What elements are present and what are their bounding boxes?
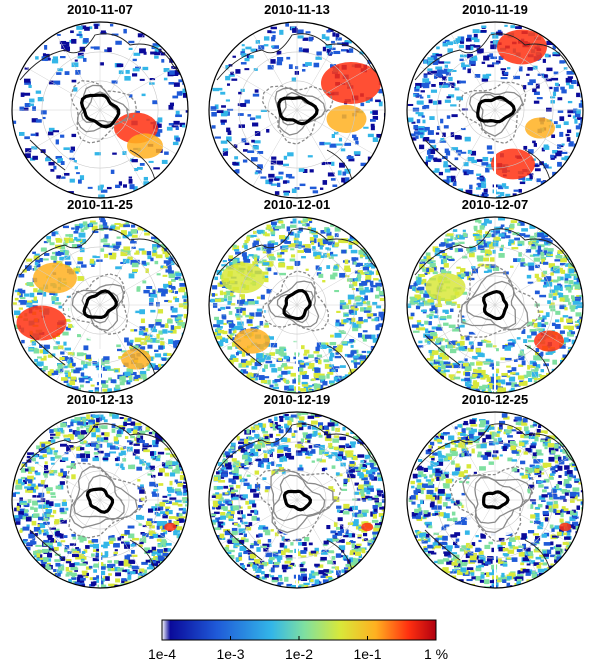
map-field — [12, 22, 188, 198]
panel-date-label: 2010-11-19 — [462, 2, 528, 17]
panel-date-label: 2010-12-07 — [462, 197, 529, 212]
map-field — [407, 217, 583, 393]
map-border — [406, 216, 584, 394]
panel-date-label: 2010-11-07 — [67, 2, 133, 17]
map-panel: 2010-11-07 — [11, 2, 189, 199]
map-border — [406, 21, 584, 199]
map-field — [12, 412, 188, 588]
map-border — [406, 411, 584, 589]
map-panel: 2010-12-25 — [406, 392, 584, 589]
map-panel: 2010-12-01 — [208, 197, 386, 394]
map-border — [11, 411, 189, 589]
map-panel: 2010-12-19 — [208, 392, 386, 589]
colorbar-tick-label: 1 % — [424, 646, 448, 662]
colorbar-tick-label: 1e-3 — [216, 646, 244, 662]
panel-date-label: 2010-12-19 — [264, 392, 331, 407]
panel-date-label: 2010-12-25 — [462, 392, 529, 407]
panel-date-label: 2010-12-01 — [264, 197, 331, 212]
map-panel: 2010-12-07 — [406, 197, 584, 394]
map-field — [209, 217, 385, 393]
map-border — [11, 21, 189, 199]
map-field — [12, 217, 188, 393]
map-panel: 2010-11-13 — [208, 2, 386, 199]
panel-date-label: 2010-11-25 — [67, 197, 133, 212]
colorbar: 1e-4 1e-3 1e-2 1e-1 1 % — [148, 619, 448, 662]
panel-date-label: 2010-12-13 — [67, 392, 134, 407]
map-panel: 2010-11-19 — [406, 2, 584, 199]
map-border — [208, 21, 386, 199]
colorbar-tick-label: 1e-1 — [353, 646, 381, 662]
map-border — [208, 216, 386, 394]
map-border — [11, 216, 189, 394]
map-field — [407, 22, 583, 198]
panel-date-label: 2010-11-13 — [264, 2, 330, 17]
map-panel: 2010-12-13 — [11, 392, 189, 589]
map-border — [208, 411, 386, 589]
map-panel: 2010-11-25 — [11, 197, 189, 394]
map-field — [209, 412, 385, 588]
map-field — [209, 22, 385, 198]
colorbar-tick-label: 1e-4 — [148, 646, 176, 662]
colorbar-tick-label: 1e-2 — [285, 646, 313, 662]
